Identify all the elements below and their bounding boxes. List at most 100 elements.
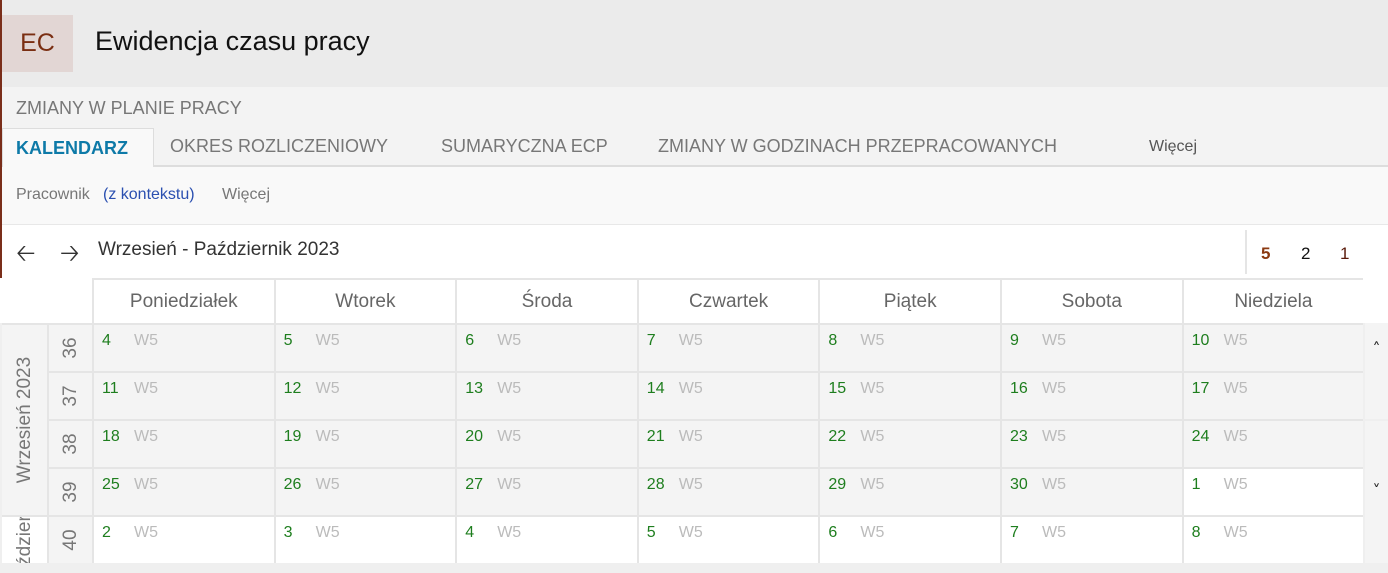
day-cell[interactable]: 8 W5	[818, 323, 1000, 371]
day-cell[interactable]: 7 W5	[636, 323, 819, 371]
day-number: 16	[1010, 380, 1028, 397]
shift-code: W5	[860, 476, 885, 493]
shift-code: W5	[678, 380, 703, 397]
day-cell[interactable]: 10 W5	[1181, 323, 1364, 371]
day-cell[interactable]: 18 W5	[92, 419, 274, 467]
day-cell[interactable]: 13 W5	[455, 371, 637, 419]
scroll-up-icon[interactable]: ˄	[1365, 323, 1388, 419]
day-header-0: Poniedziałek	[92, 278, 274, 323]
day-cell[interactable]: 25 W5	[92, 467, 274, 515]
day-cell[interactable]: 19 W5	[273, 419, 456, 467]
context-toolbar: Pracownik (z kontekstu) Więcej	[2, 167, 1388, 225]
week-number: 37	[47, 371, 92, 419]
view-5-days[interactable]: 5	[1261, 244, 1271, 263]
day-cell[interactable]: 4 W5	[92, 323, 274, 371]
arrow-right-icon[interactable]: 🡢	[60, 239, 80, 267]
day-number: 25	[102, 476, 120, 493]
day-cell[interactable]: 15 W5	[818, 371, 1000, 419]
day-cell[interactable]: 3 W5	[273, 515, 456, 563]
arrow-left-icon[interactable]: 🡠	[16, 239, 36, 267]
day-number: 10	[1191, 332, 1210, 349]
shift-code: W5	[678, 332, 703, 349]
day-cell[interactable]: 21 W5	[636, 419, 819, 467]
day-cell[interactable]: 1 W5	[1181, 467, 1364, 515]
shift-code: W5	[1042, 332, 1066, 349]
day-cell[interactable]: 17 W5	[1181, 371, 1364, 419]
tab-okres-rozliczeniowy[interactable]: OKRES ROZLICZENIOWY	[170, 136, 389, 156]
shift-code: W5	[1042, 380, 1066, 397]
day-cell[interactable]: 4 W5	[455, 515, 637, 563]
shift-code: W5	[134, 476, 158, 493]
day-number: 19	[283, 428, 302, 445]
day-header-3: Czwartek	[636, 278, 819, 323]
grid-corner	[0, 278, 92, 323]
day-cell[interactable]: 5 W5	[273, 323, 456, 371]
shift-code: W5	[678, 476, 703, 493]
week-number: 38	[47, 419, 92, 467]
week-number-text: 37	[59, 385, 81, 407]
day-number: 13	[465, 380, 483, 397]
employee-context-link[interactable]: (z kontekstu)	[103, 186, 195, 203]
tab-zmiany-w-godzinach[interactable]: ZMIANY W GODZINACH PRZEPRACOWANYCH	[658, 136, 1058, 156]
day-number: 8	[1191, 524, 1201, 541]
shift-code: W5	[134, 428, 158, 445]
day-cell[interactable]: 29 W5	[818, 467, 1000, 515]
day-number: 1	[1191, 476, 1201, 493]
day-number: 7	[1010, 524, 1019, 541]
day-cell[interactable]: 8 W5	[1181, 515, 1364, 563]
shift-code: W5	[497, 524, 522, 541]
tab-more[interactable]: Więcej	[1149, 138, 1198, 155]
day-cell[interactable]: 22 W5	[818, 419, 1000, 467]
day-number: 26	[283, 476, 302, 493]
day-number: 3	[283, 524, 293, 541]
shift-code: W5	[315, 524, 340, 541]
day-cell[interactable]: 9 W5	[1000, 323, 1182, 371]
day-number: 28	[646, 476, 665, 493]
week-number-text: 38	[59, 433, 81, 455]
tab-bar: KALENDARZ OKRES ROZLICZENIOWY SUMARYCZNA…	[2, 128, 1388, 169]
day-cell[interactable]: 24 W5	[1181, 419, 1364, 467]
shift-code: W5	[134, 524, 158, 541]
day-number: 18	[102, 428, 120, 445]
day-cell[interactable]: 12 W5	[273, 371, 456, 419]
week-number-text: 39	[59, 481, 81, 503]
day-cell[interactable]: 16 W5	[1000, 371, 1182, 419]
day-cell[interactable]: 26 W5	[273, 467, 456, 515]
shift-code: W5	[860, 428, 885, 445]
day-cell[interactable]: 11 W5	[92, 371, 274, 419]
week-number: 39	[47, 467, 92, 515]
tab-kalendarz[interactable]: KALENDARZ	[2, 128, 154, 169]
view-2-days[interactable]: 2	[1301, 244, 1311, 263]
day-number: 4	[465, 524, 475, 541]
day-number: 7	[646, 332, 656, 349]
day-number: 2	[102, 524, 111, 541]
day-number: 21	[646, 428, 665, 445]
day-cell[interactable]: 6 W5	[455, 323, 637, 371]
day-cell[interactable]: 27 W5	[455, 467, 637, 515]
toolbar-more-button[interactable]: Więcej	[222, 186, 271, 203]
day-cell[interactable]: 14 W5	[636, 371, 819, 419]
shift-code: W5	[1223, 476, 1248, 493]
shift-code: W5	[860, 332, 885, 349]
day-cell[interactable]: 30 W5	[1000, 467, 1182, 515]
day-cell[interactable]: 23 W5	[1000, 419, 1182, 467]
day-number: 6	[828, 524, 838, 541]
calendar-grid: Wrzesień 2023 Październik ˄ ˅ Poniedział…	[0, 278, 1388, 573]
tab-sumaryczna-ecp[interactable]: SUMARYCZNA ECP	[441, 136, 608, 156]
day-cell[interactable]: 28 W5	[636, 467, 819, 515]
section-header: ZMIANY W PLANIE PRACY KALENDARZ OKRES RO…	[2, 87, 1388, 169]
shift-code: W5	[497, 380, 522, 397]
day-cell[interactable]: 5 W5	[636, 515, 819, 563]
day-cell[interactable]: 6 W5	[818, 515, 1000, 563]
day-number: 23	[1010, 428, 1028, 445]
day-cell[interactable]: 7 W5	[1000, 515, 1182, 563]
view-1-day[interactable]: 1	[1340, 244, 1350, 263]
shift-code: W5	[497, 428, 522, 445]
shift-code: W5	[497, 476, 522, 493]
shift-code: W5	[1223, 524, 1248, 541]
day-cell[interactable]: 20 W5	[455, 419, 637, 467]
shift-code: W5	[1223, 332, 1248, 349]
shift-code: W5	[1223, 380, 1248, 397]
scroll-down-icon[interactable]: ˅	[1365, 421, 1388, 563]
day-cell[interactable]: 2 W5	[92, 515, 274, 563]
